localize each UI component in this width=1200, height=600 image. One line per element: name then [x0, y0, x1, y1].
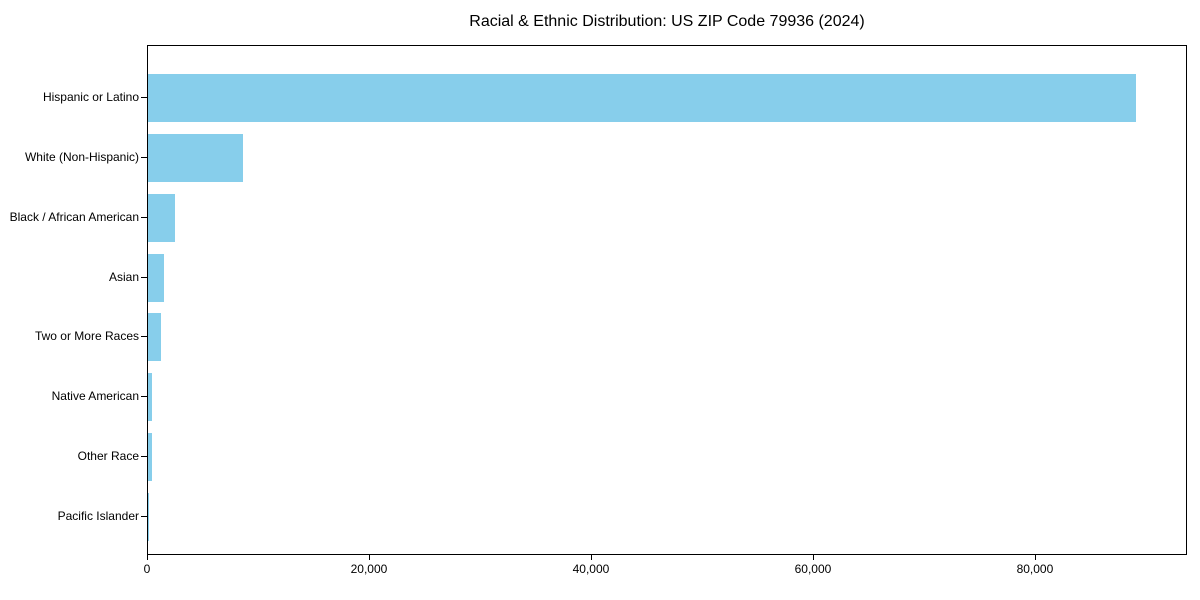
- y-tick-mark: [141, 516, 147, 518]
- x-tick-label: 60,000: [794, 562, 832, 576]
- x-tick-mark: [368, 555, 370, 560]
- x-tick-label: 0: [143, 562, 151, 576]
- y-tick-mark: [141, 216, 147, 218]
- y-tick-mark: [141, 97, 147, 98]
- bar-white-non-hispanic: [148, 133, 243, 182]
- x-tick-label: 40,000: [572, 562, 610, 576]
- y-tick-mark: [141, 396, 147, 398]
- bar-native-american: [148, 373, 152, 422]
- y-tick-mark: [141, 456, 147, 458]
- bar-other-race: [148, 433, 152, 482]
- bar-pacific-islander: [148, 493, 149, 542]
- chart-title: Racial & Ethnic Distribution: US ZIP Cod…: [469, 13, 865, 30]
- x-tick-label: 80,000: [1016, 562, 1054, 576]
- y-tick-label: Two or More Races: [34, 329, 139, 344]
- y-tick-label: Pacific Islander: [57, 509, 139, 524]
- y-tick-label: Other Race: [77, 449, 139, 464]
- y-tick-label: White (Non-Hispanic): [24, 149, 139, 164]
- x-tick-mark: [590, 555, 592, 560]
- y-tick-mark: [141, 156, 147, 158]
- bar-hispanic-or-latino: [148, 74, 1136, 122]
- x-tick-mark: [812, 555, 814, 560]
- y-tick-label: Asian: [108, 269, 139, 284]
- y-tick-label: Native American: [51, 389, 139, 404]
- x-tick-mark: [1034, 555, 1036, 560]
- plot-area: [147, 45, 1187, 555]
- bar-black-african-american: [148, 193, 175, 242]
- x-tick-mark: [147, 555, 148, 560]
- bar-two-or-more-races: [148, 313, 161, 362]
- x-tick-label: 20,000: [350, 562, 388, 576]
- bar-asian: [148, 253, 164, 302]
- y-tick-label: Hispanic or Latino: [42, 90, 139, 104]
- y-tick-mark: [141, 336, 147, 338]
- y-tick-mark: [141, 276, 147, 278]
- y-tick-label: Black / African American: [9, 209, 139, 224]
